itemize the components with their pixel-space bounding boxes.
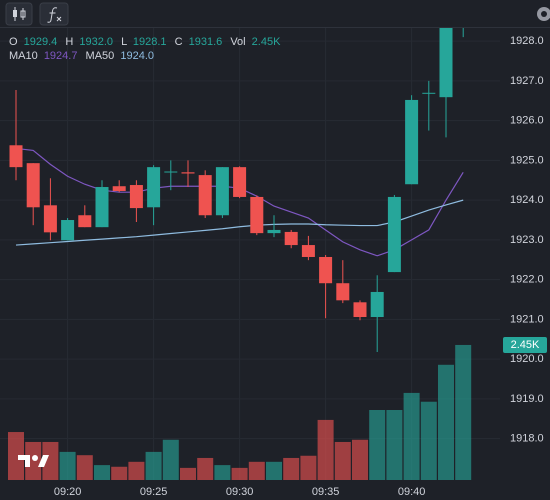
- volume-bar: [180, 467, 196, 480]
- volume-badge-label: 2.45K: [511, 339, 540, 351]
- candle-body: [164, 171, 178, 173]
- candle-body: [129, 185, 143, 209]
- candle-body: [422, 92, 436, 94]
- legend-value: 1931.6: [189, 36, 223, 48]
- candle-body: [319, 256, 333, 284]
- volume-bar: [317, 419, 334, 480]
- toolbar-candles-button[interactable]: [5, 2, 33, 26]
- y-tick-label: 1919.0: [510, 393, 544, 405]
- candle-body: [233, 167, 247, 197]
- candle-body: [301, 245, 315, 257]
- candle-body: [147, 167, 161, 208]
- candle-body: [250, 196, 264, 234]
- volume-bar: [214, 465, 231, 480]
- legend-key: O: [9, 36, 18, 48]
- candle-body: [353, 302, 367, 318]
- candle-body: [43, 205, 57, 233]
- candle-body: [26, 163, 40, 208]
- ma-legend: MA10 1924.7 MA50 1924.0: [9, 50, 154, 62]
- volume-bar: [8, 432, 24, 480]
- candle-body: [387, 196, 401, 273]
- volume-bar: [197, 457, 214, 480]
- candle-body: [336, 283, 350, 301]
- legend-key: H: [65, 36, 73, 48]
- y-tick-label: 1928.0: [510, 35, 544, 47]
- x-tick-label: 09:30: [226, 486, 254, 498]
- legend-value: 1928.1: [133, 36, 167, 48]
- y-tick-label: 1925.0: [510, 154, 544, 166]
- candle-body: [284, 231, 298, 246]
- candle-body: [405, 99, 419, 185]
- volume-bar: [59, 451, 76, 480]
- x-tick-label: 09:40: [398, 486, 426, 498]
- candle-body: [181, 172, 195, 174]
- volume-bar: [111, 466, 128, 480]
- x-tick-label: 09:35: [312, 486, 340, 498]
- y-tick-label: 1921.0: [510, 313, 544, 325]
- candle-body: [215, 167, 229, 216]
- y-tick-label: 1918.0: [510, 433, 544, 445]
- volume-bar: [76, 455, 93, 480]
- y-tick-label: 1923.0: [510, 234, 544, 246]
- candle-body: [61, 220, 75, 241]
- candle-body: [112, 186, 126, 191]
- volume-bar: [352, 439, 368, 480]
- volume-bar: [94, 465, 110, 480]
- volume-bar: [248, 461, 265, 480]
- legend-key: MA10: [9, 50, 38, 62]
- settings-button[interactable]: [537, 7, 550, 21]
- volume-bar: [300, 455, 317, 480]
- candle-body: [439, 28, 453, 98]
- volume-bar: [369, 409, 386, 480]
- volume-bar: [266, 461, 282, 480]
- y-tick-label: 1926.0: [510, 115, 544, 127]
- candle-body: [267, 229, 281, 234]
- legend-key: C: [175, 36, 183, 48]
- legend-key: MA50: [86, 50, 115, 62]
- toolbar-indicators-button[interactable]: [39, 2, 69, 26]
- legend-value: 2.45K: [252, 36, 281, 48]
- ohlc-legend: O 1929.4 H 1932.0 L 1928.1 C 1931.6 Vol …: [9, 36, 281, 48]
- y-tick-label: 1920.0: [510, 353, 544, 365]
- axes: 1918.0 1919.0 1920.0 1921.0 1922.0 1923.0 1924…: [54, 35, 547, 498]
- legend-value: 1932.0: [79, 36, 113, 48]
- y-tick-label: 1927.0: [510, 75, 544, 87]
- volume-bar: [334, 441, 351, 480]
- volume-bar: [145, 451, 162, 480]
- candle-body: [370, 291, 384, 318]
- legend-value: 1924.7: [44, 50, 78, 62]
- legend-key: L: [121, 36, 127, 48]
- volume-bar: [455, 344, 472, 480]
- legend-key: Vol: [230, 36, 245, 48]
- x-tick-label: 09:20: [54, 486, 82, 498]
- candle-body: [78, 215, 92, 228]
- volume-bar: [42, 441, 59, 480]
- volume-bar: [386, 409, 403, 480]
- y-tick-label: 1922.0: [510, 274, 544, 286]
- candle-body: [95, 187, 109, 228]
- volume-bar: [403, 392, 420, 480]
- volume-bar: [438, 364, 454, 480]
- candle-body: [198, 175, 212, 216]
- volume-bar: [128, 461, 145, 480]
- volume-bar: [162, 439, 179, 480]
- candle-body: [9, 145, 23, 168]
- legend-value: 1929.4: [24, 36, 58, 48]
- y-tick-label: 1924.0: [510, 194, 544, 206]
- volume-bar: [231, 467, 248, 480]
- volume-bar: [420, 401, 437, 480]
- x-tick-label: 09:25: [140, 486, 168, 498]
- legend-value: 1924.0: [120, 50, 154, 62]
- tradingview-logo: [18, 455, 49, 467]
- volume-bar: [25, 441, 42, 480]
- volume-layer: [8, 344, 472, 480]
- candle-layer: [9, 28, 464, 352]
- volume-bar: [283, 457, 300, 480]
- volume-badge: [503, 336, 547, 353]
